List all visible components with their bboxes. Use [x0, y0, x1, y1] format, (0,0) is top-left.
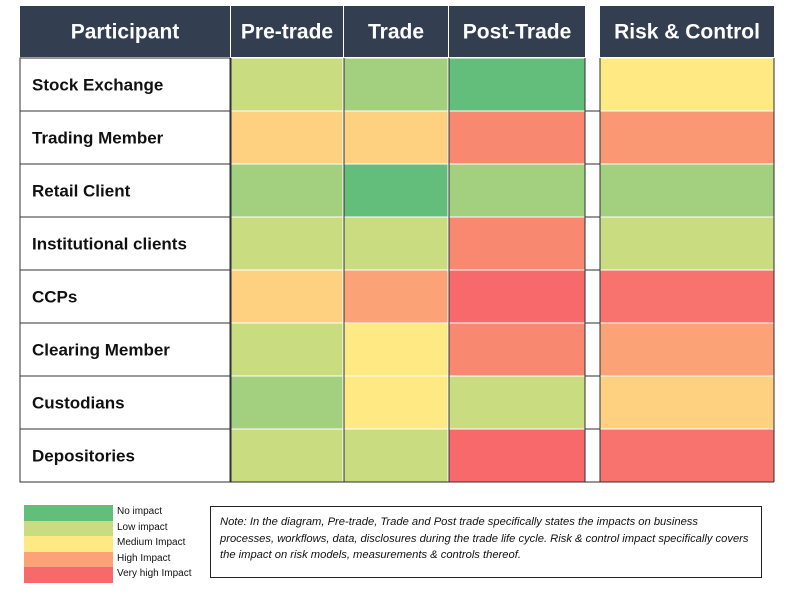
- legend-item: Medium Impact: [24, 536, 204, 552]
- heatmap-cell: [343, 57, 449, 112]
- row-label-cell: [19, 428, 231, 483]
- note-box: Note: In the diagram, Pre-trade, Trade a…: [210, 506, 762, 578]
- row-label-cell: [19, 163, 231, 218]
- header-cell: [449, 6, 585, 57]
- heatmap-cell: [230, 269, 344, 324]
- legend-label: Medium Impact: [117, 537, 186, 548]
- row-label-cell: [19, 57, 231, 112]
- row-label: Stock Exchange: [32, 76, 163, 95]
- legend-swatch: [24, 536, 113, 552]
- legend-swatch: [24, 551, 113, 567]
- header-cell: [231, 6, 343, 57]
- heatmap-cell: [343, 322, 449, 377]
- legend-item: High Impact: [24, 551, 204, 567]
- heatmap-cell: [230, 322, 344, 377]
- legend-label: High Impact: [117, 552, 171, 564]
- row-label: Custodians: [32, 394, 125, 413]
- row-label-cell: [19, 375, 231, 430]
- row-label: Retail Client: [32, 182, 131, 201]
- heatmap-cell: [448, 269, 586, 324]
- heatmap-cell: [230, 163, 344, 218]
- legend-label: No impact: [117, 506, 163, 517]
- note-text: Note: In the diagram, Pre-trade, Trade a…: [220, 516, 749, 561]
- heatmap-cell: [230, 110, 344, 165]
- heatmap-cell: [599, 110, 775, 165]
- heatmap-cell: [230, 375, 344, 430]
- column-header: Pre-trade: [241, 21, 333, 44]
- heatmap-cell: [230, 57, 344, 112]
- heatmap-cell: [448, 163, 586, 218]
- row-label: CCPs: [32, 288, 77, 307]
- legend-swatch: [24, 567, 113, 583]
- heatmap-cell: [599, 57, 775, 112]
- heatmap-cell: [599, 428, 775, 483]
- row-label: Institutional clients: [32, 235, 187, 254]
- column-header: Post-Trade: [463, 21, 572, 44]
- heatmap-cell: [343, 375, 449, 430]
- heatmap-cell: [343, 269, 449, 324]
- heatmap-cell: [448, 216, 586, 271]
- row-label: Clearing Member: [32, 341, 170, 360]
- legend-item: Very high Impact: [24, 567, 204, 583]
- heatmap-cell: [448, 322, 586, 377]
- heatmap-cell: [343, 163, 449, 218]
- row-label: Depositories: [32, 447, 135, 466]
- heatmap-cell: [599, 269, 775, 324]
- header-cell: [600, 6, 774, 57]
- row-label-cell: [19, 269, 231, 324]
- heatmap-cell: [448, 57, 586, 112]
- column-header: Trade: [368, 21, 424, 44]
- header-cell: [20, 6, 230, 57]
- heatmap-cell: [599, 375, 775, 430]
- legend-swatch: [24, 520, 113, 536]
- legend: No impact Low impact Medium Impact High Imp…: [24, 505, 204, 583]
- heatmap-cell: [230, 428, 344, 483]
- heatmap-cell: [343, 428, 449, 483]
- heatmap-cell: [448, 110, 586, 165]
- row-label-cell: [19, 216, 231, 271]
- legend-label: Very high Impact: [117, 568, 192, 579]
- legend-swatch: [24, 505, 113, 521]
- header-cell: [344, 6, 448, 57]
- heatmap-cell: [343, 216, 449, 271]
- heatmap-cell: [230, 216, 344, 271]
- heatmap-cell: [448, 428, 586, 483]
- legend-label: Low impact: [117, 521, 168, 533]
- column-header: Risk & Control: [614, 21, 760, 44]
- impact-heatmap: Participant Pre-trade Trade Post-Trade Risk …: [19, 6, 775, 483]
- heatmap-cell: [448, 375, 586, 430]
- row-label: Trading Member: [32, 129, 164, 148]
- heatmap-cell: [343, 110, 449, 165]
- participant-header: Participant: [71, 21, 180, 44]
- row-label-cell: [19, 322, 231, 377]
- legend-item: Low impact: [24, 520, 204, 536]
- heatmap-cell: [599, 322, 775, 377]
- heatmap-cell: [599, 163, 775, 218]
- heatmap-cell: [599, 216, 775, 271]
- legend-item: No impact: [24, 505, 204, 521]
